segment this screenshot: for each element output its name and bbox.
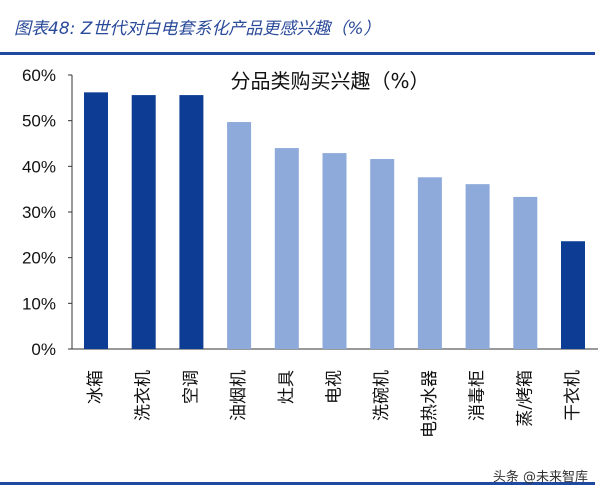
y-tick-label: 40% [22, 157, 56, 176]
x-tick-label: 电视 [325, 370, 345, 404]
bar-蒸/烤箱 [513, 196, 538, 349]
bar-电视 [322, 153, 347, 349]
x-tick-label: 洗碗机 [372, 370, 392, 421]
bar-洗衣机 [131, 95, 156, 350]
x-tick-label: 蒸/烤箱 [515, 370, 535, 427]
x-tick-label: 洗衣机 [134, 370, 154, 421]
bar-消毒柜 [465, 184, 490, 349]
watermark: 头条 @未来智库 [492, 470, 588, 485]
x-tick-label: 干衣机 [563, 370, 583, 421]
y-tick-label: 0% [31, 340, 56, 359]
figure-title: 图表48: Z世代对白电套系化产品更感兴趣（%） [14, 19, 381, 39]
chart-title: 分品类购买兴趣（%） [230, 69, 429, 93]
bar-冰箱 [84, 92, 108, 349]
y-tick-label: 50% [22, 112, 56, 131]
x-tick-label: 消毒柜 [468, 370, 488, 421]
bar-干衣机 [561, 241, 585, 349]
y-tick-label: 10% [22, 294, 56, 313]
x-tick-label: 灶具 [277, 370, 297, 404]
x-tick-label: 电热水器 [420, 370, 440, 438]
x-tick-label: 冰箱 [86, 370, 106, 404]
bar-油烟机 [227, 122, 252, 349]
y-tick-label: 30% [22, 203, 56, 222]
title-rule [0, 52, 595, 55]
bar-灶具 [274, 148, 299, 349]
y-tick-label: 20% [22, 249, 56, 268]
bar-洗碗机 [370, 159, 395, 349]
bottom-rule [0, 482, 595, 485]
bar-空调 [179, 95, 204, 350]
x-tick-label: 空调 [181, 370, 201, 404]
x-tick-label: 油烟机 [229, 370, 249, 421]
y-tick-label: 60% [22, 66, 56, 85]
bar-电热水器 [417, 177, 442, 349]
